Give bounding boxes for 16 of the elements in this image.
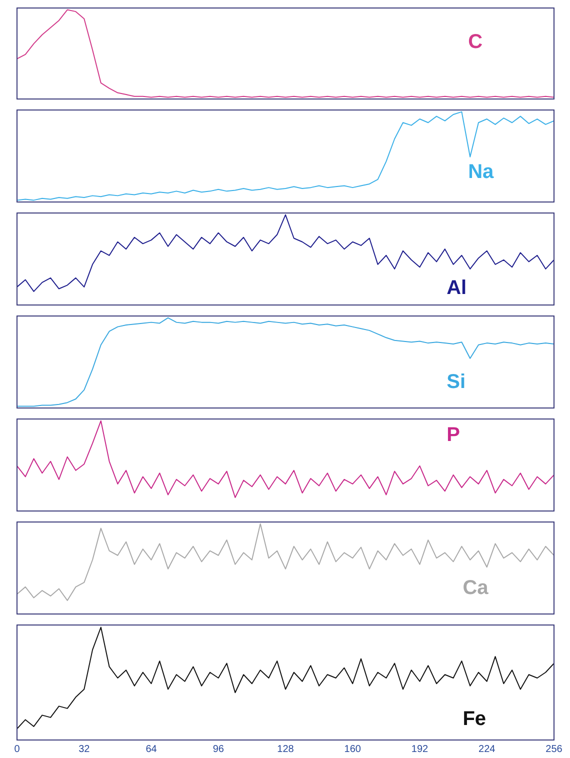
x-tick-label: 128 — [277, 744, 294, 755]
x-tick-label: 64 — [146, 744, 158, 755]
x-tick-label: 0 — [14, 744, 20, 755]
series-label: Al — [446, 276, 467, 299]
x-tick-label: 224 — [478, 744, 496, 755]
series-label: Na — [468, 161, 495, 184]
x-tick-label: 192 — [411, 744, 429, 755]
x-tick-label: 96 — [212, 744, 224, 755]
series-label: Fe — [462, 708, 486, 730]
x-tick-label: 256 — [546, 744, 563, 755]
x-tick-label: 32 — [78, 744, 90, 755]
series-label: Si — [446, 370, 466, 393]
text: C — [468, 31, 483, 54]
series-label: Ca — [462, 576, 490, 599]
series-label: P — [446, 424, 460, 446]
x-tick-label: 160 — [344, 744, 362, 755]
